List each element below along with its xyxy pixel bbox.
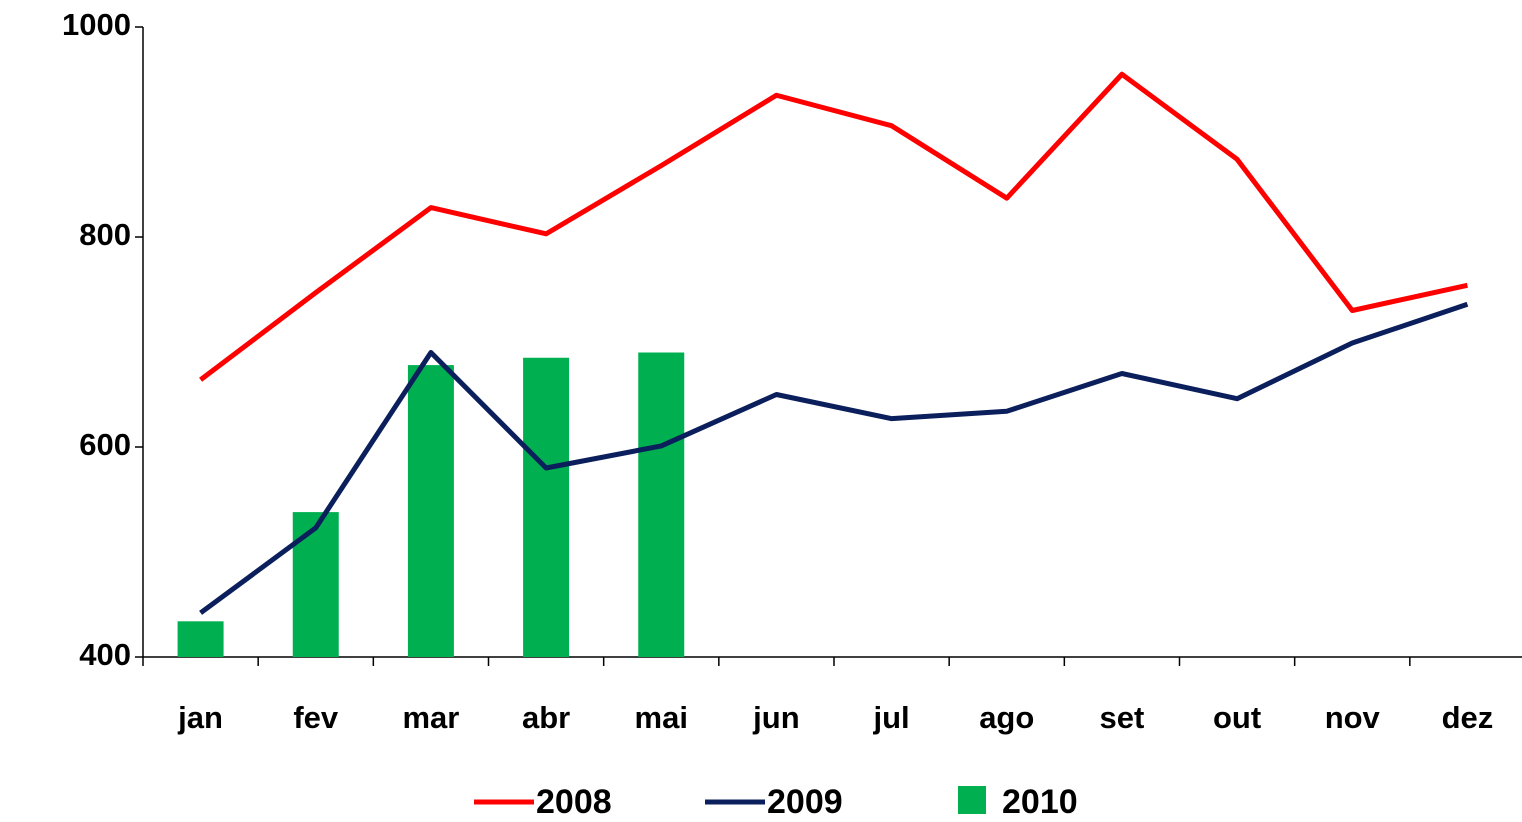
bar — [407, 365, 454, 657]
y-tick-label: 1000 — [62, 7, 131, 42]
line — [199, 71, 1468, 382]
x-tick-label: mai — [635, 700, 688, 735]
x-tick-label: fev — [293, 700, 339, 735]
legend-label: 2010 — [1002, 783, 1078, 821]
bar — [638, 352, 685, 657]
x-tick-label: jun — [752, 700, 800, 735]
x-tick-label: set — [1100, 700, 1145, 735]
x-tick-label: ago — [979, 700, 1034, 735]
x-tick-label: out — [1213, 700, 1261, 735]
x-tick-label: mar — [402, 700, 459, 735]
bar — [177, 621, 224, 657]
x-tick-label: abr — [522, 700, 570, 735]
x-tick-label: jan — [177, 700, 223, 735]
legend-swatch — [958, 786, 986, 814]
x-tick-label: nov — [1325, 700, 1381, 735]
legend-label: 2009 — [767, 783, 843, 821]
y-tick-label: 800 — [79, 217, 131, 252]
x-tick-label: jul — [872, 700, 909, 735]
y-tick-label: 600 — [79, 427, 131, 462]
bar — [292, 512, 339, 657]
line — [199, 301, 1469, 615]
legend-label: 2008 — [536, 783, 612, 821]
x-tick-label: dez — [1442, 700, 1494, 735]
bar — [523, 357, 570, 657]
y-tick-label: 400 — [79, 637, 131, 672]
